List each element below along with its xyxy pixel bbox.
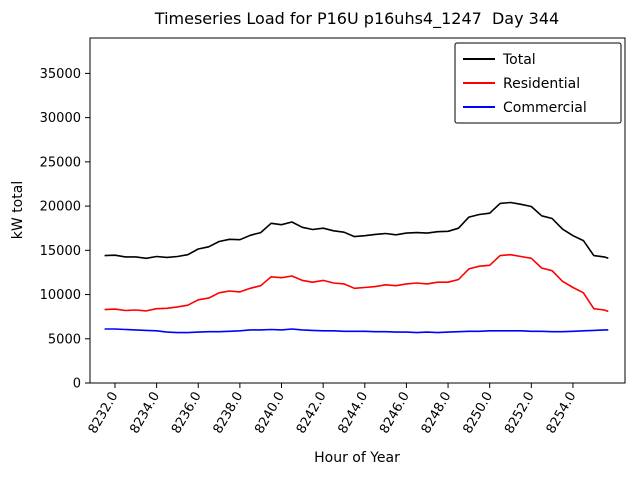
legend: Total Residential Commercial xyxy=(454,42,622,124)
x-axis-ticks: 8232.0 8234.0 8236.0 8238.0 8240.0 8242.0 8244… xyxy=(86,383,580,437)
x-tick-label: 8246.0 xyxy=(377,390,413,437)
x-tick-label: 8252.0 xyxy=(502,390,538,437)
y-axis-label: kW total xyxy=(10,181,26,239)
x-tick-label: 8234.0 xyxy=(127,390,163,437)
series-line-commercial xyxy=(104,328,609,334)
y-tick-label: 15000 xyxy=(40,244,81,259)
legend-label-total: Total xyxy=(502,52,536,68)
x-tick-label: 8240.0 xyxy=(252,390,288,437)
x-tick-label: 8238.0 xyxy=(211,390,247,437)
legend-label-commercial: Commercial xyxy=(503,100,587,116)
y-tick-label: 0 xyxy=(73,377,81,392)
x-tick-label: 8250.0 xyxy=(460,390,496,437)
series-line-residential xyxy=(104,253,609,313)
legend-label-residential: Residential xyxy=(503,76,580,92)
x-axis-label: Hour of Year xyxy=(314,450,400,466)
x-tick-label: 8232.0 xyxy=(86,390,122,437)
series-line-total xyxy=(104,201,609,260)
x-tick-label: 8242.0 xyxy=(294,390,330,437)
y-tick-label: 10000 xyxy=(40,288,81,303)
x-tick-label: 8244.0 xyxy=(336,390,372,437)
series-lines xyxy=(104,201,609,334)
y-tick-label: 30000 xyxy=(40,111,81,126)
x-tick-label: 8236.0 xyxy=(169,390,205,437)
legend-box xyxy=(454,42,622,124)
x-tick-label: 8248.0 xyxy=(419,390,455,437)
y-tick-label: 35000 xyxy=(40,67,81,82)
y-tick-label: 20000 xyxy=(40,200,81,215)
y-tick-label: 5000 xyxy=(48,332,81,347)
y-tick-label: 25000 xyxy=(40,155,81,170)
x-tick-label: 8254.0 xyxy=(544,390,580,437)
chart-title: Timeseries Load for P16U p16uhs4_1247 Da… xyxy=(154,9,559,29)
y-axis-ticks: 0 5000 10000 15000 20000 25000 30000 35000 xyxy=(40,67,90,392)
